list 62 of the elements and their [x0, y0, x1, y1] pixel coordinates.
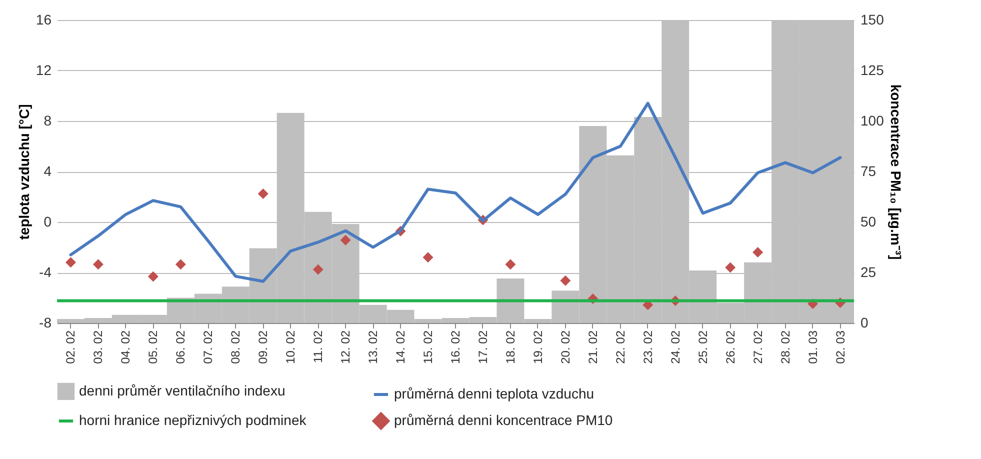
y-axis-title: teplota vzduchu [°C] [16, 104, 32, 240]
x-tick-label: 02. 03 [833, 330, 848, 364]
x-tick-label: 08. 02 [228, 330, 243, 364]
point [560, 275, 571, 286]
x-tick-label: 05. 02 [146, 330, 160, 364]
x-tick-label: 24. 02 [668, 330, 682, 364]
x-tick-label: 02. 02 [64, 330, 78, 364]
point [752, 247, 764, 258]
x-tick-label: 19. 02 [530, 330, 545, 364]
x-tick-label: 21. 02 [586, 330, 600, 364]
x-tick-label: 22. 02 [613, 330, 628, 364]
y2-tick-label: 125 [860, 62, 884, 78]
x-tick-label: 25. 02 [696, 330, 710, 364]
x-tick-label: 12. 02 [338, 330, 353, 364]
legend-label: průměrná denni koncentrace PM10 [394, 412, 613, 428]
point [422, 252, 434, 263]
y2-axis-title: koncentrace PM₁₀ [µg.m⁻³] [888, 84, 904, 260]
point [148, 271, 158, 282]
legend-label: horni hranice nepřiznivých podminek [79, 412, 308, 428]
y2-tick-label: 25 [860, 264, 876, 280]
point [92, 259, 104, 270]
x-tick-label: 09. 02 [256, 330, 270, 364]
x-tick-label: 18. 02 [503, 330, 518, 364]
y-tick-label: 0 [44, 214, 52, 230]
point [175, 259, 186, 270]
y-tick-label: -8 [39, 314, 52, 330]
x-tick-label: 10. 02 [284, 330, 298, 364]
point [340, 234, 351, 246]
point [312, 264, 324, 275]
y-tick-label: 12 [36, 62, 52, 78]
y-tick-label: 8 [44, 112, 52, 128]
legend-label: průměrná denni teplota vzduchu [394, 386, 594, 402]
line-series [69, 102, 842, 283]
y2-tick-label: 75 [860, 163, 876, 179]
point [725, 262, 736, 273]
x-tick-label: 04. 02 [118, 330, 133, 364]
x-tick-label: 20. 02 [558, 330, 572, 364]
x-tick-label: 27. 02 [750, 330, 765, 364]
x-tick-label: 06. 02 [174, 330, 188, 364]
y2-tick-label: 100 [860, 112, 884, 128]
x-tick-label: 15. 02 [421, 330, 436, 364]
x-tick-label: 17. 02 [476, 330, 490, 364]
point [505, 259, 516, 270]
x-tick-label: 13. 02 [366, 330, 380, 364]
x-tick-label: 28. 02 [778, 330, 792, 364]
x-tick-label: 14. 02 [394, 330, 408, 364]
x-tick-label: 07. 02 [201, 330, 216, 364]
point [65, 257, 76, 268]
y2-tick-label: 150 [860, 12, 884, 28]
y-tick-label: 4 [44, 163, 52, 179]
x-tick-label: 16. 02 [448, 330, 462, 364]
x-tick-label: 26. 02 [723, 330, 738, 364]
x-tick-label: 11. 02 [311, 330, 326, 363]
x-tick-label: 23. 02 [640, 330, 655, 364]
x-tick-label: 03. 02 [91, 330, 106, 364]
y-tick-label: 16 [36, 12, 52, 28]
y2-tick-label: 50 [860, 214, 876, 230]
legend-label: denni průměr ventilačního indexu [79, 382, 286, 398]
y-tick-label: -4 [39, 264, 52, 280]
point [258, 188, 268, 199]
x-tick-label: 01. 03 [806, 330, 820, 364]
y2-tick-label: 0 [860, 314, 868, 330]
